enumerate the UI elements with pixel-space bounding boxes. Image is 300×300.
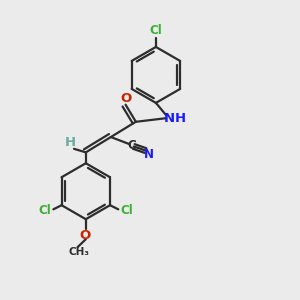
- Text: Cl: Cl: [38, 204, 51, 217]
- Text: N: N: [144, 148, 154, 161]
- Text: C: C: [127, 140, 136, 152]
- Text: H: H: [175, 112, 186, 125]
- Text: Cl: Cl: [121, 204, 134, 217]
- Text: H: H: [64, 136, 76, 149]
- Text: O: O: [79, 229, 91, 242]
- Text: O: O: [120, 92, 131, 105]
- Text: N: N: [163, 112, 174, 125]
- Text: Cl: Cl: [149, 24, 162, 37]
- Text: CH₃: CH₃: [69, 247, 90, 257]
